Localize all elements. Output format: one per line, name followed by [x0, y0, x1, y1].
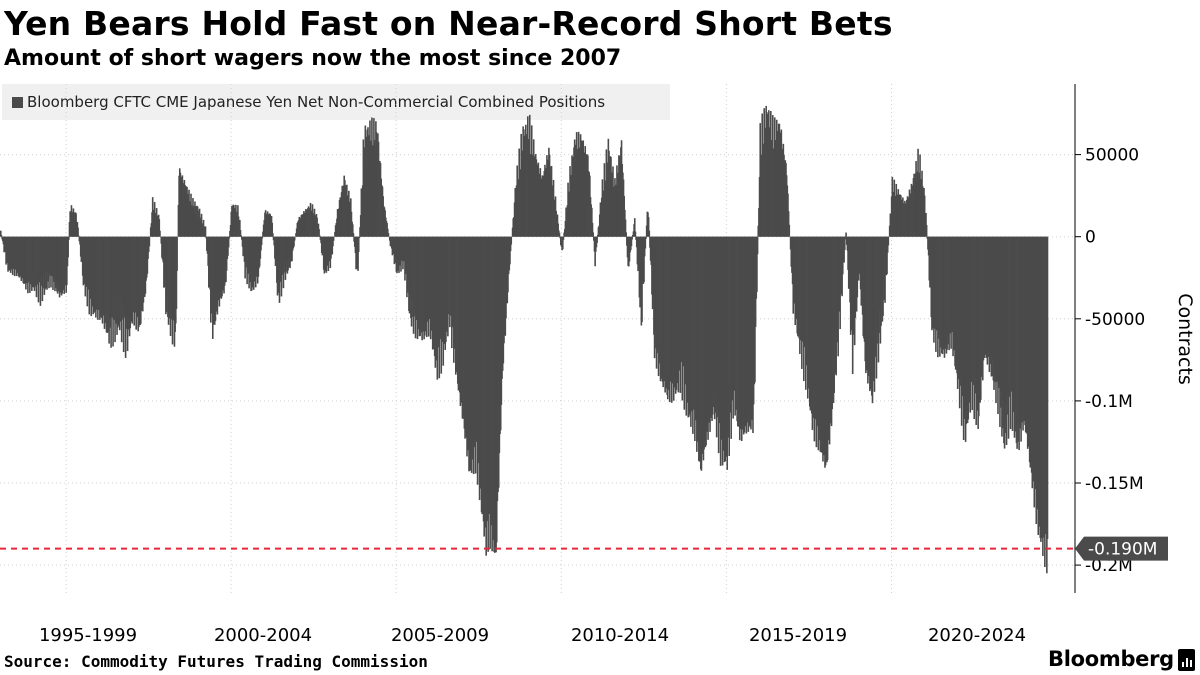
- bar: [845, 232, 847, 237]
- bar: [645, 236, 647, 239]
- bar: [159, 230, 161, 237]
- y-tick-label: 0: [1085, 228, 1096, 248]
- bar: [351, 224, 354, 237]
- bar: [557, 223, 559, 237]
- bar: [887, 236, 890, 246]
- bar: [272, 233, 274, 237]
- bar: [630, 236, 633, 247]
- bar: [352, 233, 355, 237]
- latest-value-callout: [1075, 536, 1168, 561]
- x-tick-label: 2010-2014: [571, 625, 669, 646]
- x-tick-label: 2015-2019: [749, 625, 847, 646]
- bar: [148, 236, 151, 247]
- bar: [175, 236, 178, 309]
- bar: [596, 236, 598, 243]
- bar: [648, 230, 651, 237]
- x-tick-label: 2000-2004: [214, 625, 312, 646]
- bar: [592, 232, 594, 237]
- bar: [239, 219, 241, 237]
- bar: [644, 236, 647, 249]
- bar: [647, 217, 650, 237]
- latest-value-marker: -0.190M: [0, 536, 1168, 561]
- bar: [631, 236, 633, 240]
- bloomberg-bar-icon: [1178, 649, 1195, 671]
- bar: [240, 235, 242, 237]
- y-tick-label: -50000: [1085, 310, 1145, 330]
- chart-title: Yen Bears Hold Fast on Near-Record Short…: [4, 4, 893, 43]
- latest-value-label: -0.190M: [1088, 540, 1157, 560]
- bar: [756, 236, 758, 292]
- y-tick-label: 50000: [1085, 146, 1139, 166]
- bar: [158, 219, 161, 237]
- grid-lines: [0, 84, 1075, 593]
- bar: [227, 236, 230, 248]
- bar: [204, 226, 207, 237]
- bar: [261, 236, 264, 239]
- x-tick-label: 1995-1999: [39, 625, 137, 646]
- bar: [787, 211, 790, 237]
- bar: [358, 236, 361, 238]
- bar: [886, 236, 888, 275]
- bars-series: [0, 105, 1049, 574]
- bar: [925, 224, 928, 237]
- bar: [562, 236, 565, 240]
- bar: [387, 233, 390, 237]
- bar: [788, 224, 791, 237]
- bar: [0, 230, 2, 237]
- bar: [68, 236, 70, 240]
- bar: [332, 236, 334, 247]
- bar: [843, 236, 846, 250]
- bar: [634, 231, 637, 237]
- chart-subtitle: Amount of short wagers now the most sinc…: [4, 46, 622, 71]
- y-axis-label: Contracts: [1174, 293, 1196, 385]
- bar: [0, 235, 3, 237]
- bar: [925, 212, 927, 237]
- bar: [756, 236, 759, 255]
- y-tick-label: -0.1M: [1085, 392, 1133, 412]
- legend-label: Bloomberg CFTC CME Japanese Yen Net Non-…: [27, 93, 606, 111]
- brand-logo: Bloomberg: [1048, 647, 1174, 671]
- bar: [176, 236, 178, 271]
- bar: [561, 236, 564, 250]
- bar: [332, 236, 335, 241]
- bar: [591, 222, 594, 237]
- bar: [293, 236, 296, 241]
- bar: [357, 236, 359, 271]
- bar: [77, 235, 80, 237]
- axes: 50000 0 -50000 -0.1M -0.15M -0.2M 1995-1999 200…: [39, 84, 1145, 646]
- bar: [260, 236, 263, 245]
- y-tick-label: -0.15M: [1085, 474, 1144, 494]
- bar: [624, 219, 627, 237]
- legend: Bloomberg CFTC CME Japanese Yen Net Non-…: [2, 84, 670, 120]
- bar: [1046, 236, 1049, 539]
- bar: [271, 222, 274, 237]
- bar: [633, 218, 636, 237]
- bar: [510, 236, 513, 245]
- bar: [643, 236, 645, 283]
- bar: [844, 236, 847, 240]
- x-tick-label: 2020-2024: [928, 625, 1026, 646]
- x-tick-label: 2005-2009: [391, 625, 489, 646]
- y-tick-label: -0.2M: [1085, 556, 1133, 576]
- bar: [239, 230, 242, 237]
- bar: [558, 232, 561, 237]
- bar: [386, 228, 389, 237]
- bar: [67, 236, 69, 258]
- legend-swatch: [12, 96, 23, 108]
- bar: [625, 232, 627, 237]
- bar: [293, 236, 295, 247]
- bar: [77, 227, 79, 237]
- bar: [357, 236, 360, 252]
- bar: [318, 229, 320, 237]
- bar: [228, 236, 231, 239]
- bar: [591, 207, 593, 237]
- bar: [318, 235, 321, 237]
- source-note: Source: Commodity Futures Trading Commis…: [4, 652, 428, 671]
